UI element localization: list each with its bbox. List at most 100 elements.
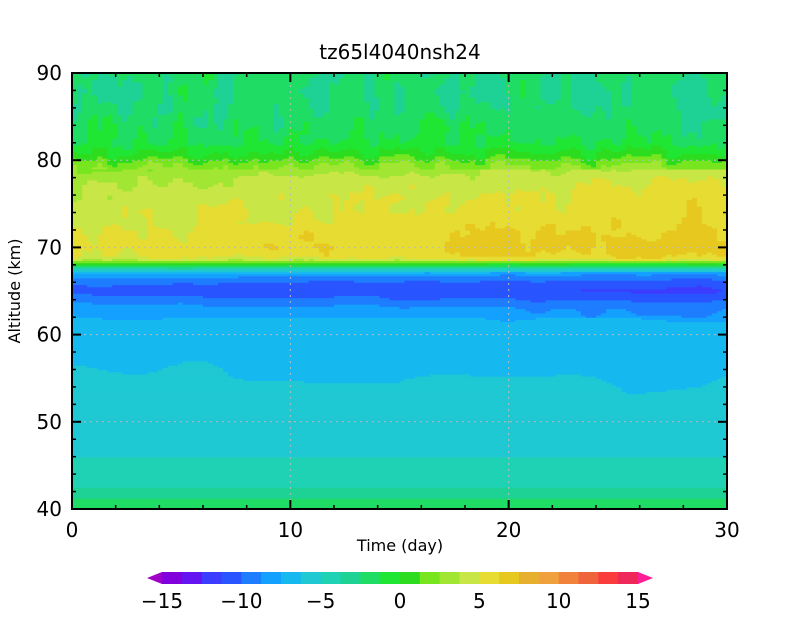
contour-cell [570,88,607,92]
contour-cell [540,75,562,78]
contour-cell [485,140,516,144]
contour-cell [278,127,290,131]
contour-cell [72,197,83,201]
contour-cell [218,79,234,83]
contour-cell [570,81,602,85]
contour-cell [177,147,189,150]
contour-cell [606,177,653,181]
contour-cell [510,134,572,137]
contour-cell [228,110,275,113]
contour-cell [555,232,567,235]
contour-cell [666,389,727,392]
contour-cell [444,155,476,159]
contour-cell [601,234,612,238]
contour-cell [510,201,557,205]
contour-cell [465,258,476,262]
contour-cell [97,234,139,238]
contour-cell [646,136,653,139]
contour-cell [253,164,260,168]
contour-cell [374,144,476,148]
contour-cell [666,158,727,161]
contour-cell [585,158,592,161]
contour-cell [122,205,129,209]
colorbar-swatch [538,572,560,584]
contour-cell [379,155,416,159]
contour-cell [208,123,219,126]
contour-cell [631,153,653,157]
contour-cell [384,147,396,150]
contour-cell [213,77,219,81]
contour-cell [459,77,476,81]
contour-cell [137,182,154,185]
contour-cell [465,227,481,231]
contour-cell [233,75,315,78]
contour-cell [298,175,305,179]
contour-cell [72,386,622,390]
contour-cell [661,234,718,238]
contour-cell [631,123,683,126]
contour-cell [364,90,375,94]
contour-cell [490,105,511,109]
contour-cell [107,151,139,155]
contour-cell [590,177,607,181]
contour-cell [721,182,727,185]
contour-cell [278,107,315,111]
contour-cell [167,112,179,116]
contour-cell [132,138,149,142]
contour-cell [379,147,385,150]
contour-cell [167,86,179,89]
x-tick-label: 0 [66,518,79,542]
contour-cell [470,229,522,233]
contour-cell [213,73,219,76]
contour-cell [72,358,727,362]
contour-cell [449,158,486,161]
contour-cell [364,131,380,135]
contour-cell [535,234,597,238]
contour-cell [444,240,522,244]
contour-cell [72,138,88,142]
contour-cell [208,120,214,124]
contour-cell [147,221,154,225]
contour-cell [172,127,189,131]
contour-cell [258,138,265,142]
contour-cell [344,171,355,174]
contour-cell [308,77,340,81]
x-axis: 0 10 20 30 [66,73,740,542]
contour-cell [97,367,164,371]
contour-cell [676,105,727,109]
contour-cell [631,99,678,102]
contour-cell [92,149,108,153]
contour-cell [72,210,123,214]
contour-cell [505,225,511,229]
contour-cell [283,142,305,146]
contour-cell [172,79,204,83]
contour-cell [706,90,727,94]
contour-cell [555,195,572,198]
contour-cell [82,190,350,194]
colorbar-swatch [181,572,203,584]
contour-cell [555,166,582,170]
contour-cell [147,219,154,222]
contour-cell [369,114,375,118]
contour-cell [611,216,617,220]
contour-cell [328,155,345,159]
contour-cell [520,92,527,96]
contour-cell [606,249,727,253]
y-tick-label: 40 [37,497,62,521]
contour-cell [162,73,169,76]
contour-cell [72,131,88,135]
contour-cell [283,223,295,227]
contour-cell [87,134,118,137]
contour-cell [313,236,451,240]
contour-cell [298,208,310,211]
contour-cell [631,94,673,98]
contour-cell [354,256,391,259]
contour-cell [228,371,727,375]
contour-cell [349,160,365,163]
contour-cell [293,223,466,227]
contour-cell [308,79,340,83]
contour-cell [187,151,214,155]
contour-cell [470,88,506,92]
y-tick-label: 90 [37,61,62,85]
contour-cell [152,116,159,120]
